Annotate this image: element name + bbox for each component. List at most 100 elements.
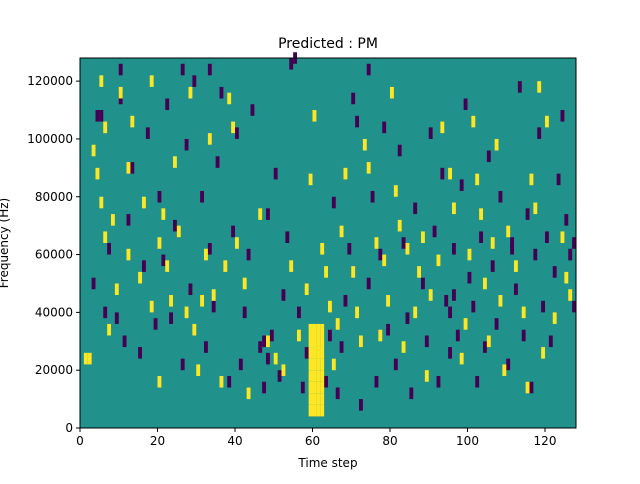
heatmap-cell-low	[424, 335, 429, 348]
heatmap-cell-high	[386, 295, 391, 307]
heatmap-cell-band	[316, 358, 321, 371]
heatmap-cell-low	[161, 254, 166, 267]
heatmap-cell-high	[490, 237, 495, 249]
heatmap-cell-high	[514, 260, 518, 272]
heatmap-cell-high	[390, 86, 394, 99]
heatmap-cell-high	[103, 121, 108, 134]
heatmap-cell-high	[273, 352, 278, 365]
x-tick-label: 80	[382, 434, 397, 448]
y-tick-label: 60000	[35, 248, 73, 262]
y-tick-label: 20000	[35, 363, 73, 377]
heatmap-cell-high	[219, 375, 224, 388]
heatmap-cell-low	[122, 335, 127, 348]
heatmap-cell-low	[413, 202, 418, 215]
heatmap-cell-band	[320, 393, 325, 405]
heatmap-cell-low	[486, 150, 491, 163]
heatmap-cell-high	[374, 237, 379, 249]
heatmap-cell-low	[343, 295, 348, 307]
heatmap-cell-low	[145, 127, 150, 139]
heatmap-cell-low	[510, 237, 515, 249]
heatmap-cell-low	[564, 214, 569, 226]
heatmap-cell-low	[471, 300, 476, 313]
heatmap-cell-low	[386, 323, 391, 336]
heatmap-cell-high	[211, 289, 216, 301]
heatmap-cell-high	[428, 289, 433, 301]
y-tick-label: 40000	[35, 305, 73, 319]
heatmap-cell-high	[227, 92, 232, 105]
heatmap-cell-band	[312, 323, 317, 336]
heatmap-cell-high	[502, 364, 507, 376]
heatmap-cell-low	[428, 127, 433, 139]
heatmap-cell-high	[204, 248, 208, 261]
heatmap-cell-high	[397, 219, 402, 232]
heatmap-cell-high	[304, 283, 309, 296]
heatmap-cell-low	[262, 381, 267, 394]
heatmap-cell-high	[331, 358, 336, 371]
heatmap-cell-high	[424, 370, 429, 382]
heatmap-cell-high	[498, 295, 503, 307]
heatmap-cell-low	[521, 329, 526, 342]
heatmap-cell-low	[366, 277, 371, 290]
heatmap-cell-band	[308, 358, 313, 371]
heatmap-cell-low	[533, 248, 538, 261]
heatmap-cell-high	[393, 185, 398, 197]
heatmap-cell-band	[316, 323, 321, 336]
heatmap-cell-low	[568, 248, 573, 261]
heatmap-cell-high	[161, 208, 166, 220]
heatmap-cell-low	[157, 190, 162, 203]
heatmap-cell-low	[211, 300, 216, 313]
heatmap-cell-low	[339, 341, 344, 353]
heatmap-cell-high	[560, 231, 565, 243]
heatmap-cell-low	[529, 381, 534, 394]
heatmap-cell-high	[339, 225, 344, 238]
plot-background	[80, 58, 576, 428]
heatmap-cell-high	[142, 196, 146, 209]
y-axis-label: Frequency (Hz)	[0, 198, 11, 289]
heatmap-cell-high	[494, 138, 499, 151]
heatmap-cell-low	[188, 283, 193, 296]
heatmap-cell-low	[99, 110, 104, 122]
heatmap-cell-low	[328, 329, 332, 342]
heatmap-cell-low	[475, 375, 480, 388]
heatmap-cell-high	[149, 75, 154, 87]
heatmap-cell-high	[335, 318, 340, 330]
heatmap-cell-low	[374, 375, 379, 388]
x-axis-label: Time step	[297, 456, 357, 470]
heatmap-cell-low	[432, 225, 437, 238]
y-tick-label: 0	[65, 421, 73, 435]
x-axis: 0 20 40 60 80 100 120	[76, 428, 556, 448]
heatmap-cell-low	[560, 110, 565, 122]
heatmap-cell-low	[165, 98, 170, 111]
heatmap-cell-low	[207, 63, 212, 76]
heatmap-cell-low	[281, 289, 286, 301]
heatmap-cell-low	[479, 231, 484, 243]
heatmap-cell-low	[192, 75, 197, 87]
heatmap-cell-high	[436, 254, 441, 267]
heatmap-cell-band	[316, 404, 321, 417]
heatmap-cell-low	[366, 63, 371, 76]
x-tick-label: 20	[150, 434, 165, 448]
heatmap-cell-low	[238, 358, 243, 371]
heatmap-cell-high	[200, 295, 205, 307]
heatmap-cell-low	[273, 167, 278, 180]
heatmap-cell-band	[312, 335, 317, 348]
heatmap-cell-low	[572, 300, 577, 313]
heatmap-cell-low	[324, 375, 329, 388]
heatmap-cell-low	[215, 156, 220, 168]
heatmap-cell-low	[200, 190, 205, 203]
heatmap-cell-high	[126, 248, 131, 261]
heatmap-cell-high	[440, 121, 445, 134]
heatmap-cell-low	[262, 335, 267, 348]
heatmap-cell-low	[541, 300, 546, 313]
heatmap-cell-low	[545, 231, 549, 243]
heatmap-cell-high	[475, 173, 480, 186]
heatmap-cell-high	[459, 352, 464, 365]
heatmap-cell-high	[242, 277, 247, 290]
heatmap-cell-low	[138, 347, 143, 359]
heatmap-cell-band	[312, 347, 317, 359]
plot-frame	[79, 57, 577, 429]
heatmap-cell-high	[533, 202, 538, 215]
heatmap-cell-band	[320, 323, 325, 336]
heatmap-cell-band	[316, 335, 321, 348]
heatmap-cell-low	[409, 387, 414, 400]
